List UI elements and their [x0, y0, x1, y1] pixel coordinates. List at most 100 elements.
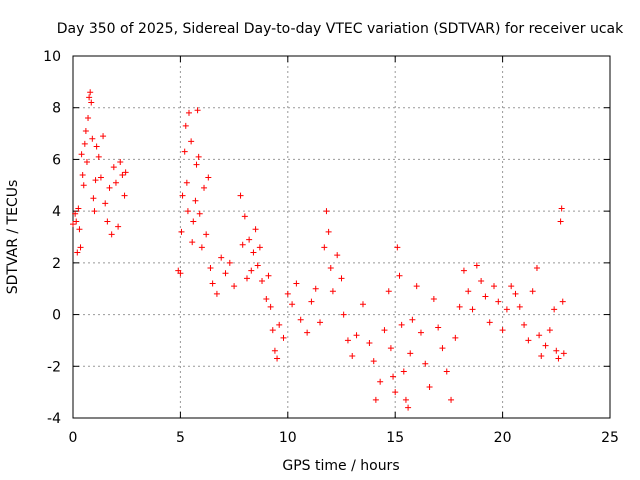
data-point	[201, 184, 208, 191]
x-tick-label: 25	[601, 430, 619, 446]
data-point	[452, 334, 459, 341]
data-point	[95, 153, 102, 160]
data-point	[553, 347, 560, 354]
data-point	[183, 179, 190, 186]
data-point	[417, 329, 424, 336]
data-point	[422, 360, 429, 367]
y-tick-label: -4	[47, 411, 61, 427]
data-point	[271, 347, 278, 354]
data-point	[465, 288, 472, 295]
data-point	[426, 383, 433, 390]
data-point	[91, 208, 98, 215]
data-point	[182, 122, 189, 129]
data-point	[250, 249, 257, 256]
data-point	[80, 182, 87, 189]
data-point	[400, 368, 407, 375]
data-point	[82, 127, 89, 134]
data-point	[193, 161, 200, 168]
data-point	[241, 213, 248, 220]
data-point	[190, 218, 197, 225]
data-point	[312, 285, 319, 292]
data-point	[194, 107, 201, 114]
data-point	[407, 350, 414, 357]
data-point	[377, 378, 384, 385]
data-point	[338, 275, 345, 282]
data-point	[536, 332, 543, 339]
data-point	[405, 404, 412, 411]
data-point	[72, 210, 79, 217]
data-point	[508, 283, 515, 290]
data-point	[349, 352, 356, 359]
data-point	[122, 169, 129, 176]
data-point	[323, 208, 330, 215]
data-point	[248, 267, 255, 274]
data-point	[409, 316, 416, 323]
data-point	[74, 249, 81, 256]
data-point	[70, 221, 76, 228]
data-point	[495, 298, 502, 305]
data-point	[213, 290, 220, 297]
data-point	[456, 303, 463, 310]
data-point	[237, 192, 244, 199]
data-point	[327, 265, 334, 272]
data-point	[469, 306, 476, 313]
x-tick-label: 0	[69, 430, 78, 446]
data-point	[387, 345, 394, 352]
y-tick-label: 10	[43, 49, 61, 65]
data-point	[90, 195, 97, 202]
data-point	[394, 244, 401, 251]
data-point	[491, 283, 498, 290]
data-point	[325, 228, 332, 235]
data-point	[106, 184, 113, 191]
data-point	[448, 396, 455, 403]
data-point	[538, 352, 545, 359]
data-point	[340, 311, 347, 318]
x-tick-label: 5	[176, 430, 185, 446]
data-point	[256, 244, 263, 251]
data-point	[353, 332, 360, 339]
chart-title: Day 350 of 2025, Sidereal Day-to-day VTE…	[57, 21, 624, 37]
data-point	[297, 316, 304, 323]
data-point	[100, 133, 107, 140]
data-point	[179, 192, 186, 199]
grid-lines	[73, 56, 610, 418]
data-point	[75, 205, 82, 212]
data-point	[110, 164, 117, 171]
data-point	[184, 208, 191, 215]
data-point	[317, 319, 324, 326]
data-point	[385, 288, 392, 295]
data-point	[178, 228, 185, 235]
data-point	[529, 288, 536, 295]
y-tick-label: 4	[52, 204, 61, 220]
data-point	[203, 231, 210, 238]
data-point	[104, 218, 111, 225]
data-point	[209, 280, 216, 287]
x-tick-label: 15	[386, 430, 404, 446]
data-point	[112, 179, 119, 186]
data-point	[252, 226, 259, 233]
data-point	[89, 135, 96, 142]
data-point	[254, 262, 261, 269]
data-point	[555, 355, 562, 362]
data-point	[86, 94, 93, 101]
data-point	[304, 329, 311, 336]
data-point	[284, 290, 291, 297]
data-point	[546, 327, 553, 334]
data-point	[259, 277, 266, 284]
data-point	[344, 337, 351, 344]
data-point	[392, 389, 399, 396]
data-point	[87, 89, 94, 96]
data-point	[293, 280, 300, 287]
data-point	[83, 159, 90, 166]
data-point	[366, 340, 373, 347]
data-point	[430, 296, 437, 303]
data-point	[390, 373, 397, 380]
data-point	[81, 140, 88, 147]
data-point	[243, 275, 250, 282]
data-point	[478, 277, 485, 284]
data-point	[265, 272, 272, 279]
data-point	[115, 223, 122, 230]
data-point	[557, 218, 564, 225]
data-point	[78, 151, 85, 158]
data-point	[443, 368, 450, 375]
